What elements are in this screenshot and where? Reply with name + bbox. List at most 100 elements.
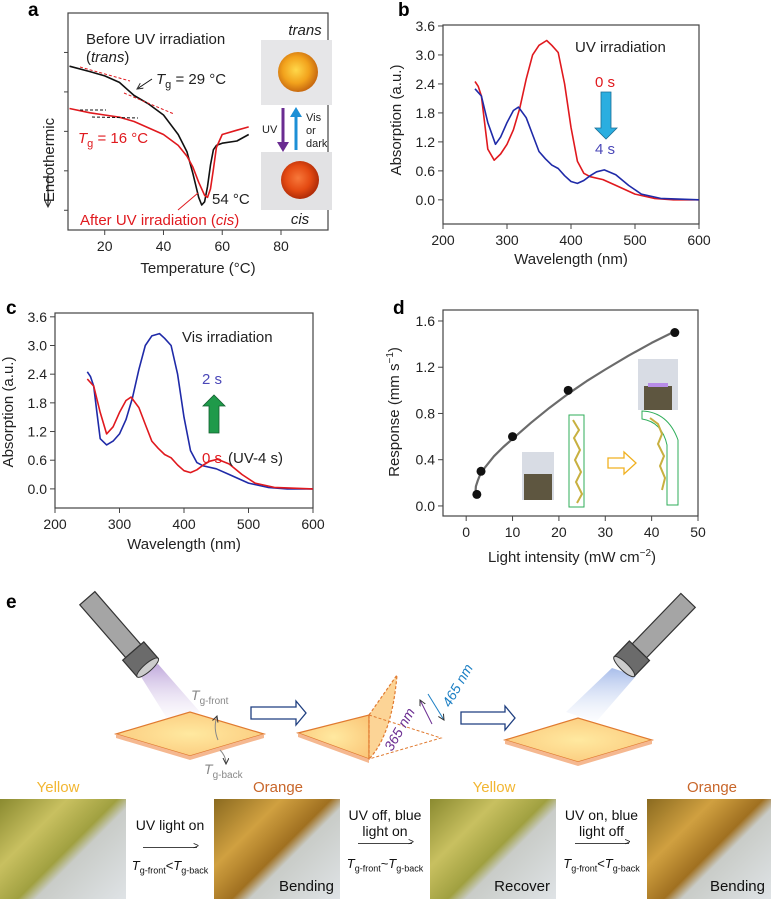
data-point xyxy=(563,385,573,395)
film-bent-diagram xyxy=(641,410,679,506)
arrow-icon: > xyxy=(143,841,199,852)
photo-caption: Bending xyxy=(278,878,334,895)
fit-curve xyxy=(474,330,676,493)
bending-inset xyxy=(522,359,679,508)
end-time-label: 2 s xyxy=(202,371,222,388)
tg-relation: Tg-front~Tg-back xyxy=(346,856,424,874)
inset-vis-label: Vis xyxy=(306,112,322,124)
drop-inset: trans cis UV Vis or dark xyxy=(261,22,332,228)
tangent-line xyxy=(91,116,139,119)
bend-arrow-icon xyxy=(607,450,637,476)
response-plot: 0 10 20 30 40 50 0.0 0.4 0.8 1.2 1.6 xyxy=(416,309,706,540)
y-tick-label: 0.6 xyxy=(416,163,436,179)
y-tick-label: 0.0 xyxy=(28,481,48,497)
tg-back-label: Tg-back xyxy=(204,761,244,781)
trans-drop xyxy=(278,52,318,92)
series-line-0-s xyxy=(474,39,699,201)
tg-back-arrow xyxy=(219,749,226,764)
x-axis-label: Wavelength (nm) xyxy=(514,251,628,268)
series-line-0-s xyxy=(86,378,314,490)
uv-light-beam xyxy=(138,664,200,720)
transition-text: UV on, blue xyxy=(564,807,639,823)
x-tick-label: 400 xyxy=(172,516,196,532)
panel-label-a: a xyxy=(28,0,39,21)
after-uv-pointer xyxy=(177,192,199,211)
tg-before-label: Tg = 29 °C xyxy=(156,71,226,91)
uv-absorption-plot: 200 300 400 500 600 0.0 0.6 1.2 1.8 2.4 3.0 3.6 xyxy=(416,18,711,248)
vis-wavelength-label: 465 nm xyxy=(439,661,476,710)
panel-a: a 20 40 60 80 Temperature (°C) Endothermic … xyxy=(28,0,332,277)
color-label-orange: Orange xyxy=(253,779,303,796)
x-tick-label: 400 xyxy=(559,232,583,248)
end-time-label: 4 s xyxy=(595,141,615,158)
before-trans-label: (trans) xyxy=(86,49,129,66)
inset-cis-label: cis xyxy=(291,211,310,228)
y-tick-label: 0.0 xyxy=(416,192,436,208)
y-tick-label: 1.2 xyxy=(416,359,436,375)
data-point xyxy=(508,432,518,442)
uv-direction-arrow xyxy=(420,700,433,725)
y-tick-label: 0.0 xyxy=(416,498,436,514)
tg-front-label: Tg-front xyxy=(191,687,229,707)
tg-before-pointer xyxy=(137,78,153,89)
blue-flashlight-icon xyxy=(566,592,697,722)
after-uv-label: After UV irradiation (cis) xyxy=(80,212,239,229)
transition-text: UV light on xyxy=(135,817,205,833)
y-tick-label: 1.2 xyxy=(28,424,48,440)
y-tick-label: 1.6 xyxy=(416,313,436,329)
flat-film-1 xyxy=(113,711,267,760)
panel-label-b: b xyxy=(398,0,410,21)
film-straight-diagram xyxy=(568,414,585,508)
photo-caption: Bending xyxy=(709,878,765,895)
x-axis-label: Temperature (°C) xyxy=(140,260,255,277)
chart-title: Vis irradiation xyxy=(182,329,273,346)
right-arrow-icon xyxy=(250,699,307,727)
uv-arrowhead-icon xyxy=(277,142,289,152)
vis-arrowhead-icon xyxy=(290,107,302,117)
color-label-orange: Orange xyxy=(687,779,737,796)
up-arrow-icon xyxy=(202,394,226,434)
panel-label-c: c xyxy=(6,298,17,319)
x-tick-label: 600 xyxy=(301,516,325,532)
photo-orange: Bending xyxy=(214,799,340,899)
x-tick-label: 30 xyxy=(597,524,613,540)
plot-frame xyxy=(67,12,329,231)
y-tick-label: 1.8 xyxy=(28,395,48,411)
vis-direction-arrow xyxy=(427,693,444,720)
x-tick-label: 200 xyxy=(431,232,455,248)
transition-2: UV off, blue light on > Tg-front~Tg-back xyxy=(340,799,430,899)
tg-relation: Tg-front<Tg-back xyxy=(131,858,209,876)
panel-e: e Tg-front Tg-back 365 nm xyxy=(6,590,737,796)
photo-orange-2: Bending xyxy=(647,799,771,899)
transition-text-2: light off xyxy=(579,823,624,839)
plot-frame xyxy=(442,309,699,517)
cis-drop xyxy=(281,161,319,199)
tg-relation: Tg-front<Tg-back xyxy=(563,856,640,874)
before-uv-label: Before UV irradiation xyxy=(86,31,225,48)
x-tick-label: 20 xyxy=(97,238,113,254)
y-tick-label: 1.8 xyxy=(416,105,436,121)
y-axis-label: Response (mm s−1) xyxy=(385,347,403,477)
start-time-label: 0 s xyxy=(595,74,615,91)
y-tick-label: 2.4 xyxy=(28,366,48,382)
blue-light-beam xyxy=(566,668,636,722)
y-tick-label: 0.4 xyxy=(416,452,436,468)
y-tick-label: 0.8 xyxy=(416,405,436,421)
color-label-yellow: Yellow xyxy=(37,779,80,796)
molecule-chain xyxy=(572,419,584,504)
x-tick-label: 600 xyxy=(687,232,711,248)
y-tick-label: 3.0 xyxy=(28,338,48,354)
photo-yellow xyxy=(0,799,126,899)
y-axis-label: Absorption (a.u.) xyxy=(388,65,405,176)
down-arrow-icon xyxy=(594,91,618,140)
panel-b: b 200 300 400 500 600 0.0 0.6 1.2 1.8 2.4 3.0 3.6 W… xyxy=(388,0,711,268)
inset-dark-label: dark xyxy=(306,138,328,150)
photo-caption: Recover xyxy=(494,878,550,895)
y-axis-label: Endothermic xyxy=(41,117,58,202)
x-axis-label: Wavelength (nm) xyxy=(127,536,241,553)
panel-d: d 0 10 20 30 40 50 0.0 0.4 0.8 1.2 1.6 Light inten… xyxy=(385,298,706,566)
chart-title: UV irradiation xyxy=(575,39,666,56)
x-tick-label: 50 xyxy=(690,524,706,540)
clamp xyxy=(524,474,552,500)
